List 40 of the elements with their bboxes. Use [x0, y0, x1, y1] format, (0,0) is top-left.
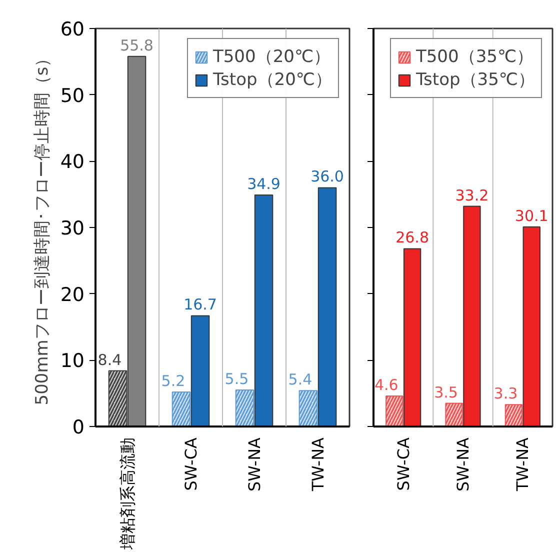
bar	[403, 248, 422, 426]
bar	[127, 56, 146, 426]
x-tick-label: SW-CA	[394, 437, 413, 491]
data-label: 3.3	[494, 384, 518, 403]
legend-label: T500（35℃）	[416, 46, 534, 68]
y-tick-label: 0	[72, 416, 85, 438]
y-tick-label: 60	[60, 18, 85, 40]
data-label: 55.8	[120, 36, 154, 54]
y-tick-label: 30	[60, 218, 85, 240]
data-label: 5.4	[288, 370, 312, 389]
data-label: 26.8	[396, 228, 429, 247]
y-tick-label: 10	[60, 350, 85, 372]
x-tick-label: SW-CA	[181, 437, 200, 491]
data-label: 36.0	[310, 168, 344, 186]
x-tick-label: TW-NA	[308, 437, 328, 492]
bar	[318, 187, 337, 426]
bar	[254, 194, 274, 426]
data-label: 4.6	[374, 376, 398, 394]
data-label: 3.5	[434, 383, 458, 402]
y-tick-label: 40	[60, 151, 85, 174]
legend-label: Tstop（35℃）	[416, 69, 535, 91]
bar	[522, 226, 540, 426]
data-label: 16.7	[184, 296, 217, 314]
y-tick-label: 20	[60, 284, 85, 306]
data-label: 5.2	[161, 372, 186, 390]
bar	[190, 315, 210, 426]
data-label: 34.9	[247, 174, 280, 193]
data-label: 30.1	[514, 206, 548, 225]
legend-label: Tstop（20℃）	[212, 69, 332, 91]
bar	[463, 206, 481, 426]
x-tick-label: TW-NA	[513, 437, 532, 492]
data-label: 33.2	[455, 186, 489, 204]
legend-label: T500（20℃）	[212, 46, 331, 68]
x-tick-label: SW-NA	[244, 437, 264, 492]
data-label: 8.4	[98, 350, 122, 369]
x-tick-label: 増粘剤系高流動	[118, 438, 137, 550]
y-tick-label: 50	[60, 84, 85, 107]
y-axis-title: 500mmフロー到達時間･フロー停止時間（s）	[32, 50, 52, 406]
x-tick-label: SW-NA	[454, 437, 472, 492]
data-label: 5.5	[224, 370, 249, 388]
